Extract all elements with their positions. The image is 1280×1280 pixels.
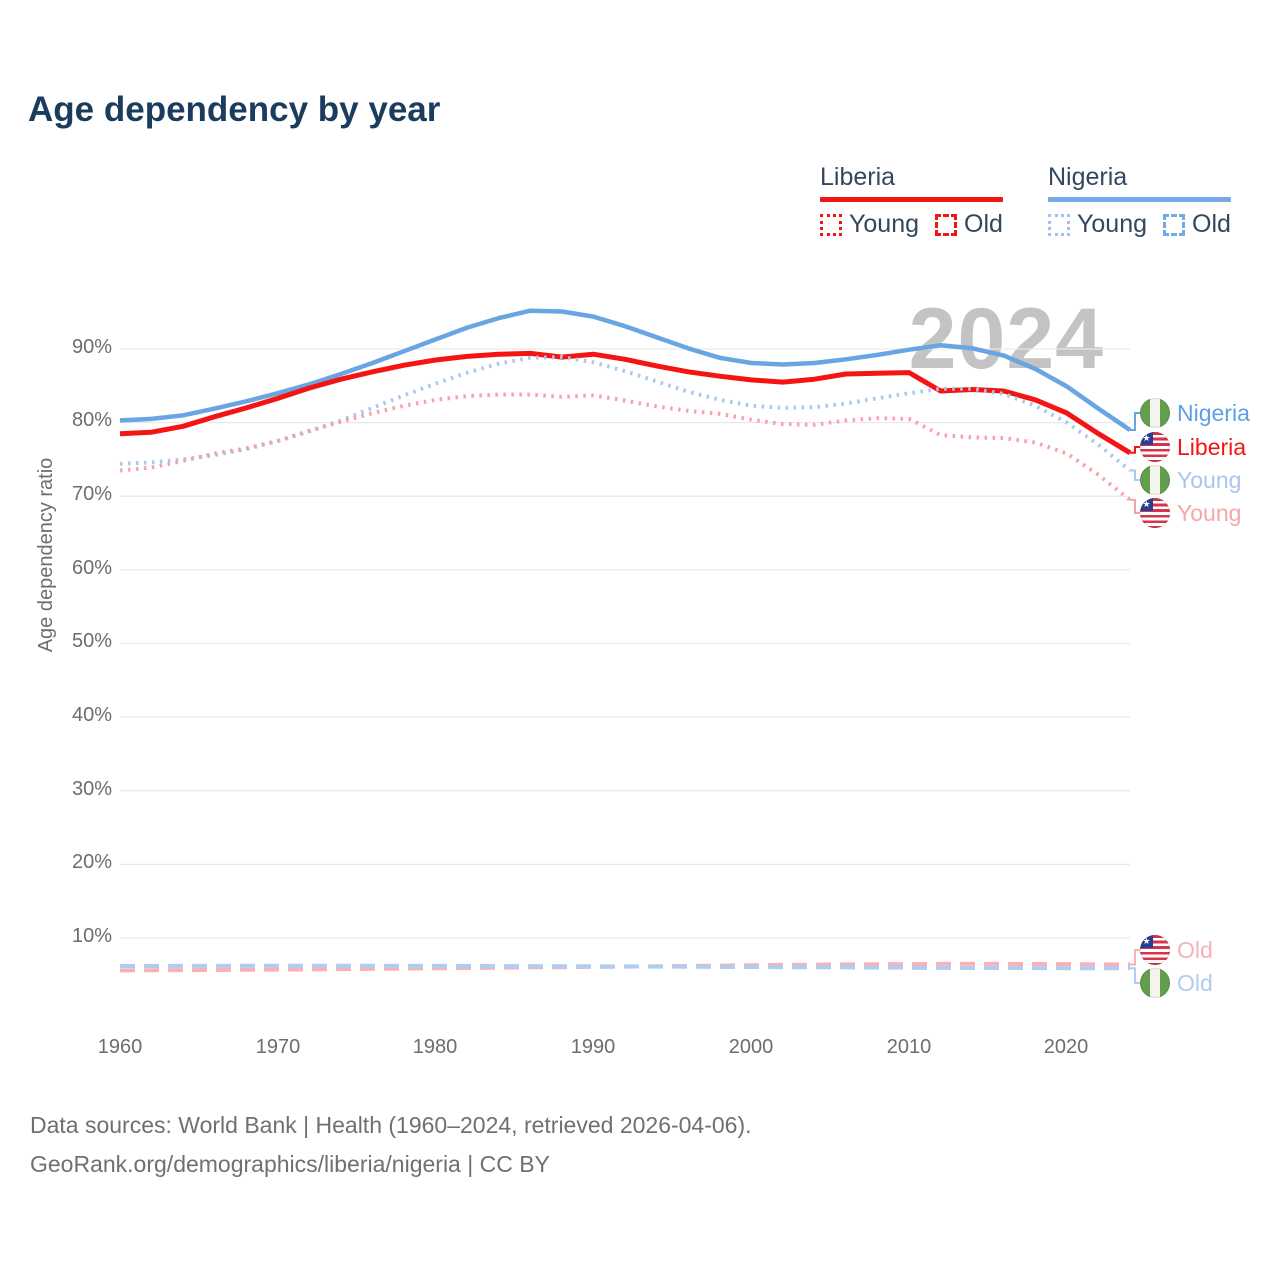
x-tick-label: 1990: [570, 1036, 616, 1058]
footer-sources: Data sources: World Bank | Health (1960–…: [30, 1112, 752, 1138]
series-line-liberia_old: [119, 961, 1131, 973]
y-tick-label: 60%: [71, 557, 112, 579]
y-tick-label: 50%: [71, 630, 112, 652]
series-label-text: Nigeria: [1177, 399, 1250, 426]
y-tick-label: 30%: [71, 778, 112, 800]
x-tick-label: 2020: [1043, 1036, 1089, 1058]
y-tick-label: 20%: [71, 851, 112, 873]
legend-item-label: Old: [1192, 210, 1231, 238]
legend-country-nigeria: Nigeria: [1048, 163, 1128, 191]
liberia-flag-icon: [1140, 498, 1170, 528]
series-line-nigeria_old: [120, 963, 1130, 971]
x-tick-label: 1970: [255, 1036, 301, 1058]
series-label-text: Old: [1177, 936, 1213, 963]
nigeria-flag-icon: [1140, 968, 1170, 998]
series-label-text: Young: [1177, 466, 1242, 493]
year-watermark: 2024: [908, 291, 1104, 387]
y-tick-label: 70%: [71, 483, 112, 505]
series-label-liberia-old: Old: [1140, 935, 1213, 965]
y-tick-label: 10%: [71, 925, 112, 947]
legend-item-liberia-young: Young: [820, 210, 919, 239]
y-tick-label: 90%: [71, 336, 112, 358]
footer-link: GeoRank.org/demographics/liberia/nigeria…: [30, 1151, 550, 1177]
legend-item-label: Old: [964, 210, 1003, 238]
legend-item-nigeria-old: Old: [1163, 210, 1231, 239]
legend-item-label: Young: [1077, 210, 1147, 238]
legend-group-liberia: Liberia Young Old: [820, 163, 1003, 239]
dashed-line-swatch-icon: [1163, 213, 1185, 236]
series-label-text: Liberia: [1177, 433, 1247, 460]
dotted-line-swatch-icon: [820, 213, 842, 236]
series-label-nigeria-total: Nigeria: [1140, 398, 1250, 428]
x-tick-label: 2010: [886, 1036, 932, 1058]
liberia-flag-icon: [1140, 935, 1170, 965]
liberia-flag-icon: [1140, 432, 1170, 462]
series-label-text: Old: [1177, 969, 1213, 996]
nigeria-flag-icon: [1140, 398, 1170, 428]
dotted-line-swatch-icon: [1048, 213, 1070, 236]
footer: Data sources: World Bank | Health (1960–…: [30, 1106, 752, 1184]
nigeria-flag-icon: [1140, 465, 1170, 495]
y-axis-title: Age dependency ratio: [35, 457, 57, 653]
series-label-liberia-total: Liberia: [1140, 432, 1246, 462]
legend-group-nigeria: Nigeria Young Old: [1048, 163, 1231, 239]
series-label-liberia-young: Young: [1140, 498, 1241, 528]
legend-underline-nigeria: [1048, 197, 1231, 202]
legend-country-liberia: Liberia: [820, 163, 896, 191]
series-label-nigeria-young: Young: [1140, 465, 1241, 495]
legend-item-label: Young: [849, 210, 919, 238]
y-tick-label: 80%: [71, 409, 112, 431]
y-tick-label: 40%: [71, 704, 112, 726]
legend-underline-liberia: [820, 197, 1003, 202]
legend-item-nigeria-young: Young: [1048, 210, 1147, 239]
dashed-line-swatch-icon: [935, 213, 957, 236]
series-label-nigeria-old: Old: [1140, 968, 1213, 998]
x-tick-label: 1980: [412, 1036, 458, 1058]
series-line-liberia_young: [119, 392, 1132, 502]
series-label-text: Young: [1177, 499, 1242, 526]
x-tick-label: 1960: [97, 1036, 143, 1058]
legend-item-liberia-old: Old: [935, 210, 1003, 239]
x-tick-label: 2000: [728, 1036, 774, 1058]
page-title: Age dependency by year: [28, 90, 441, 129]
